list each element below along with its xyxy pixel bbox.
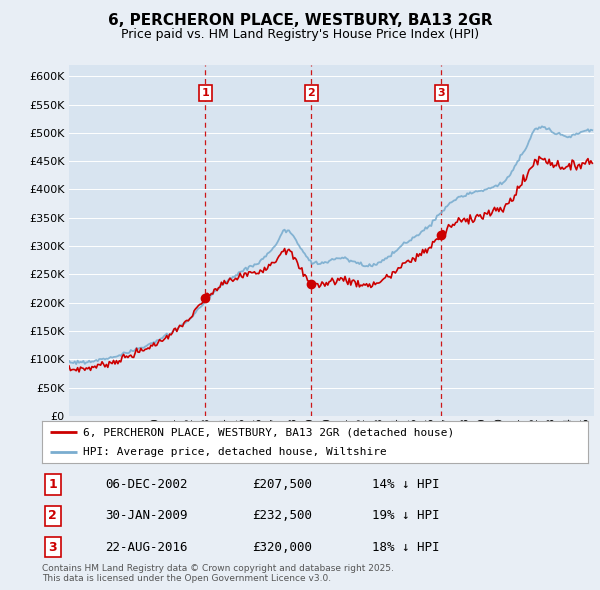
Text: 14% ↓ HPI: 14% ↓ HPI (372, 478, 439, 491)
Text: 3: 3 (49, 540, 57, 554)
Text: 6, PERCHERON PLACE, WESTBURY, BA13 2GR: 6, PERCHERON PLACE, WESTBURY, BA13 2GR (107, 13, 493, 28)
Text: Contains HM Land Registry data © Crown copyright and database right 2025.
This d: Contains HM Land Registry data © Crown c… (42, 563, 394, 583)
Text: £207,500: £207,500 (252, 478, 312, 491)
Text: £320,000: £320,000 (252, 540, 312, 554)
Text: £232,500: £232,500 (252, 509, 312, 523)
Text: 1: 1 (49, 478, 57, 491)
Text: 18% ↓ HPI: 18% ↓ HPI (372, 540, 439, 554)
Text: Price paid vs. HM Land Registry's House Price Index (HPI): Price paid vs. HM Land Registry's House … (121, 28, 479, 41)
Text: 30-JAN-2009: 30-JAN-2009 (105, 509, 187, 523)
Text: 22-AUG-2016: 22-AUG-2016 (105, 540, 187, 554)
Text: 2: 2 (49, 509, 57, 523)
Text: 19% ↓ HPI: 19% ↓ HPI (372, 509, 439, 523)
Text: HPI: Average price, detached house, Wiltshire: HPI: Average price, detached house, Wilt… (83, 447, 387, 457)
Text: 1: 1 (202, 88, 209, 98)
Text: 06-DEC-2002: 06-DEC-2002 (105, 478, 187, 491)
Text: 6, PERCHERON PLACE, WESTBURY, BA13 2GR (detached house): 6, PERCHERON PLACE, WESTBURY, BA13 2GR (… (83, 427, 454, 437)
Text: 2: 2 (307, 88, 315, 98)
Text: 3: 3 (437, 88, 445, 98)
